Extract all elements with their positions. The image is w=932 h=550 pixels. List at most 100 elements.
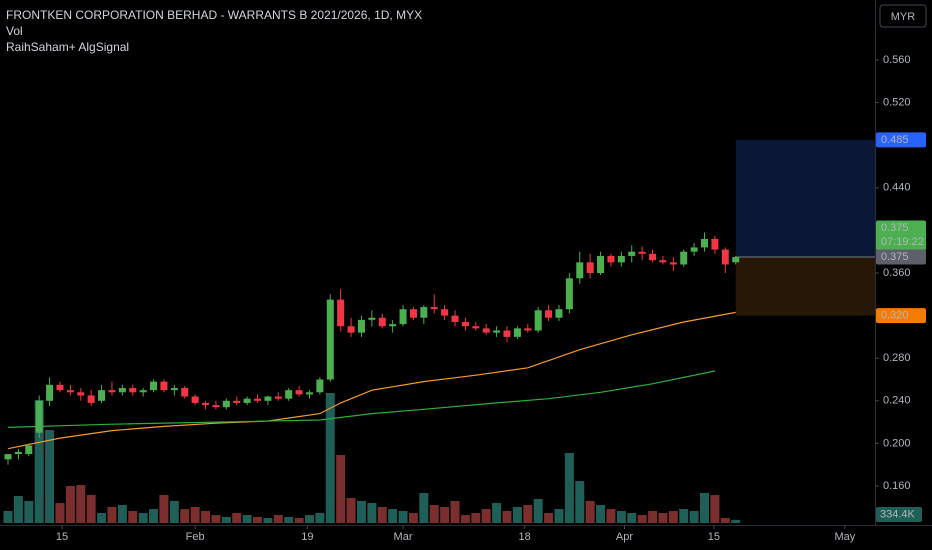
candle-body — [347, 326, 355, 333]
candle-body — [108, 390, 116, 393]
volume-bar — [356, 500, 366, 523]
volume-bar — [284, 517, 294, 523]
volume-bar — [668, 511, 678, 523]
price-label-box — [876, 220, 926, 251]
candle-body — [638, 251, 646, 254]
moving-average — [7, 370, 716, 428]
volume-bar — [679, 509, 689, 523]
x-tick-label: May — [834, 531, 855, 543]
candle-body — [732, 257, 740, 263]
y-tick-label: 0.560 — [883, 54, 911, 66]
volume-bar — [460, 515, 470, 523]
volume-bar — [325, 392, 335, 523]
volume-bar — [55, 503, 65, 523]
price-label-box — [876, 249, 926, 265]
candle-body — [659, 260, 667, 263]
x-tick-label: Apr — [616, 531, 633, 543]
candle-body — [399, 309, 407, 325]
candle-body — [337, 299, 345, 327]
candle-body — [493, 330, 501, 333]
candle-body — [545, 310, 553, 318]
volume-bar — [450, 500, 460, 523]
volume-bar — [700, 493, 710, 523]
volume-bar — [336, 455, 346, 523]
volume-bar — [149, 509, 159, 523]
volume-bar — [523, 505, 533, 523]
candle-body — [77, 392, 85, 396]
volume-bar — [440, 506, 450, 523]
volume-bar — [128, 511, 138, 523]
candle-body — [46, 384, 54, 401]
candle-body — [118, 388, 126, 393]
candle-body — [524, 328, 532, 331]
volume-bar — [107, 506, 117, 523]
volume-bar — [304, 515, 314, 523]
currency[interactable]: MYR — [891, 11, 916, 23]
volume-bar — [24, 500, 34, 523]
candle-body — [628, 251, 636, 256]
price-label: 0.375 — [881, 251, 909, 263]
volume-bar — [315, 512, 325, 523]
volume-bar — [273, 515, 283, 523]
candle-body — [295, 390, 303, 395]
candle-body — [181, 388, 189, 397]
volume-bar — [429, 505, 439, 523]
x-tick-label: 15 — [708, 531, 720, 543]
volume-bar — [190, 506, 200, 523]
candle-body — [4, 454, 12, 460]
x-tick-label: 18 — [519, 531, 531, 543]
candle-body — [98, 390, 106, 401]
candle-body — [170, 388, 178, 391]
currency-button[interactable] — [879, 4, 927, 28]
x-tick-label: 19 — [301, 531, 313, 543]
volume-bar — [648, 511, 658, 523]
volume-bar — [294, 518, 304, 523]
candle-body — [586, 262, 594, 273]
volume-bar — [575, 481, 585, 523]
volume-label: 334.4K — [880, 508, 916, 520]
candle-body — [212, 405, 220, 408]
volume-bar — [346, 497, 356, 523]
candle-body — [649, 253, 657, 261]
volume-bar — [65, 485, 75, 523]
candle-body — [555, 309, 563, 318]
candle-body — [420, 307, 428, 318]
countdown: 07:19:22 — [881, 236, 924, 248]
price-label-box — [876, 132, 926, 148]
volume-bar — [533, 499, 543, 523]
y-tick-label: 0.160 — [883, 480, 911, 492]
candle-body — [253, 398, 261, 401]
volume-bar — [388, 509, 398, 523]
candle-body — [565, 278, 573, 310]
volume-bar — [242, 515, 252, 523]
volume-bar — [720, 518, 730, 523]
volume-bar — [596, 505, 606, 523]
candle-body — [503, 330, 511, 337]
volume-bar — [138, 512, 148, 523]
y-tick-label: 0.360 — [883, 267, 911, 279]
x-tick-label: Mar — [394, 531, 413, 543]
candle-body — [597, 255, 605, 273]
candle-body — [378, 317, 386, 327]
candle-body — [461, 321, 469, 327]
candle-body — [264, 396, 272, 401]
candle-body — [285, 390, 293, 399]
volume-bar — [45, 430, 55, 523]
volume-bar — [221, 517, 231, 523]
price-label-box — [876, 308, 926, 324]
candle-body — [357, 319, 365, 333]
plot-area — [3, 139, 875, 523]
volume-bar — [201, 511, 211, 523]
candle-body — [66, 390, 74, 393]
volume-bar — [86, 494, 96, 523]
candle-body — [274, 396, 282, 399]
volume-bar — [97, 512, 107, 523]
volume-bar — [398, 511, 408, 523]
volume-bar — [512, 506, 522, 523]
candle-body — [430, 307, 438, 310]
volume-bar — [492, 503, 502, 523]
candle-body — [451, 315, 459, 322]
candle-body — [482, 328, 490, 333]
candle-body — [534, 310, 542, 331]
